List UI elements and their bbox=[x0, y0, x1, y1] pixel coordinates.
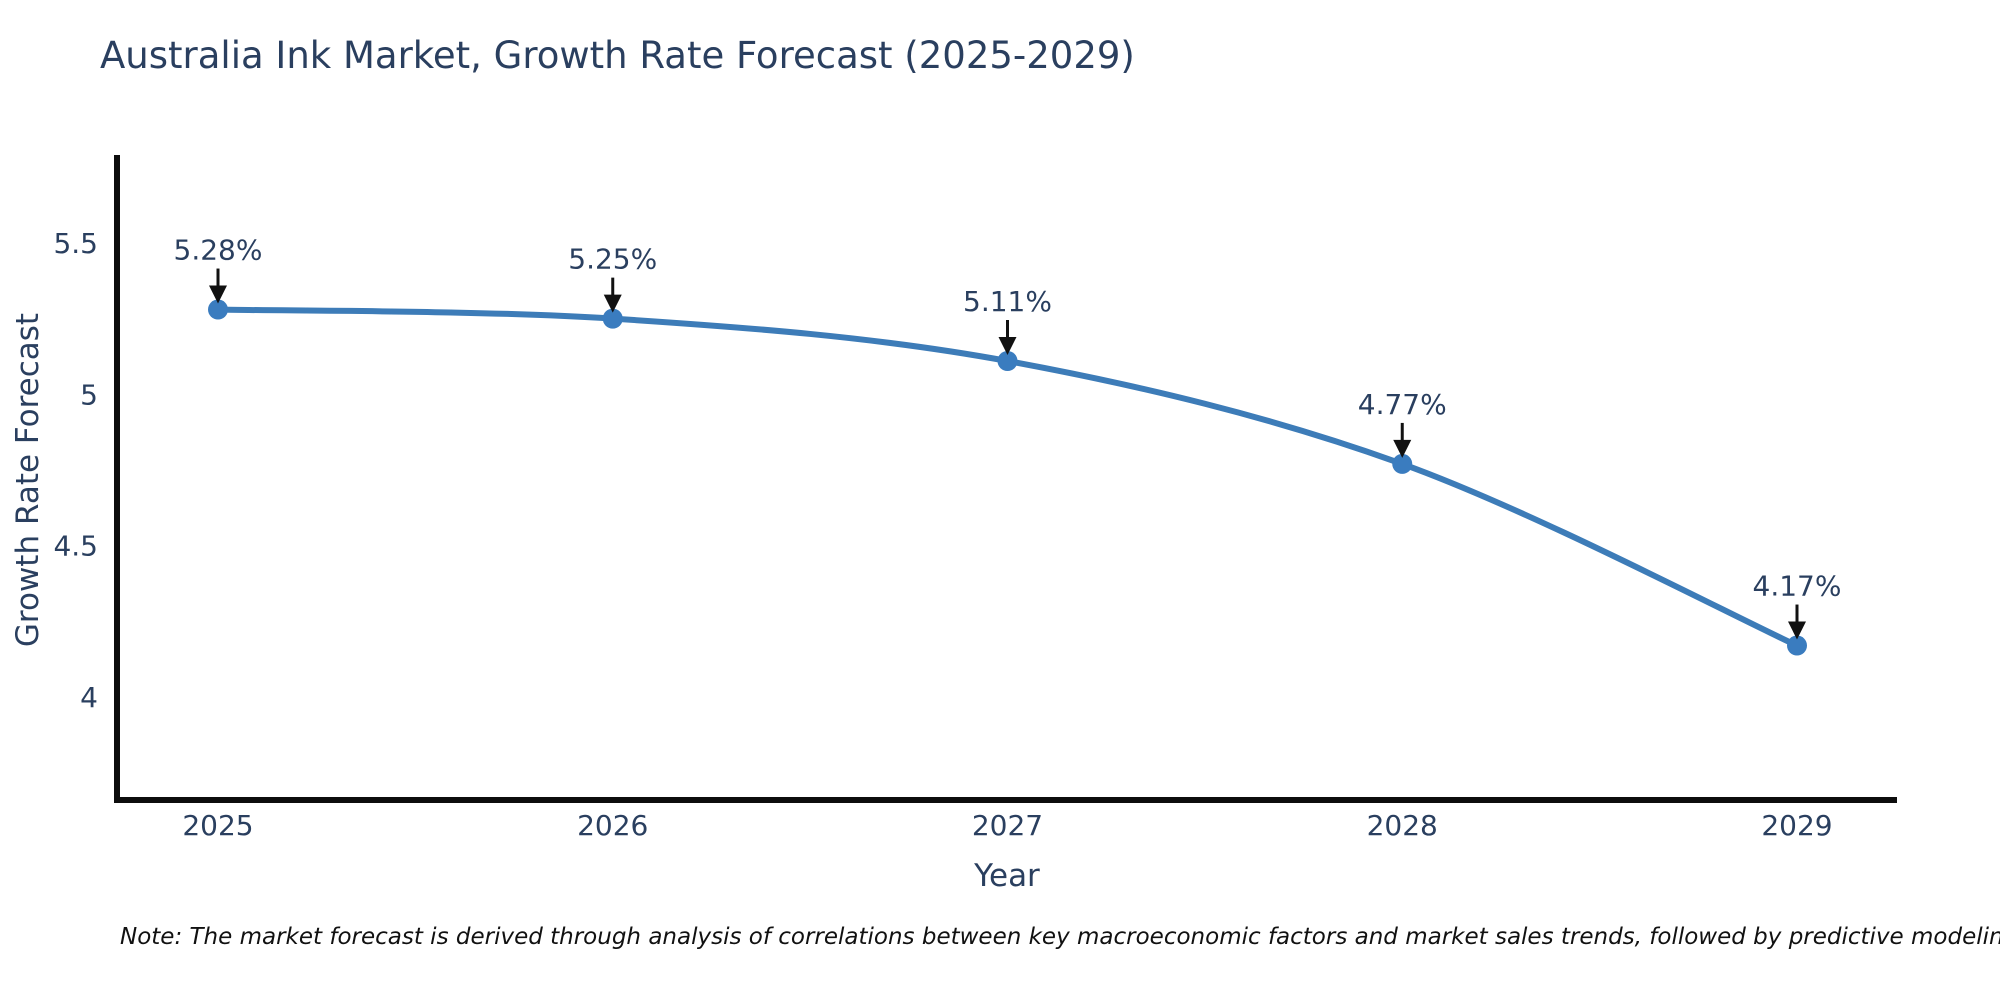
chart-title: Australia Ink Market, Growth Rate Foreca… bbox=[100, 34, 1135, 77]
y-axis-title: Growth Rate Forecast bbox=[10, 313, 46, 647]
x-tick-label: 2026 bbox=[577, 809, 648, 842]
annotation-arrowhead-icon bbox=[998, 337, 1017, 356]
y-tick-label: 5.5 bbox=[53, 227, 98, 260]
point-value-label: 4.17% bbox=[1753, 570, 1842, 603]
point-value-label: 4.77% bbox=[1358, 388, 1447, 421]
y-axis-tick-labels: 4 4.5 5 5.5 bbox=[53, 227, 98, 714]
data-point-marker bbox=[208, 299, 228, 320]
annotation-arrowhead-icon bbox=[603, 294, 622, 313]
x-axis-tick-labels: 2025 2026 2027 2028 2029 bbox=[182, 809, 1832, 842]
series-markers bbox=[208, 299, 1807, 656]
data-point-marker bbox=[602, 308, 623, 329]
point-value-label: 5.28% bbox=[174, 234, 263, 267]
y-tick-label: 4.5 bbox=[53, 530, 98, 563]
footnote: Note: The market forecast is derived thr… bbox=[120, 924, 2000, 950]
x-tick-label: 2028 bbox=[1367, 809, 1438, 842]
point-annotations: 5.28% 5.25% 5.11% 4.77% 4.17% bbox=[174, 234, 1842, 640]
data-point-marker bbox=[1392, 453, 1413, 474]
annotation-arrowhead-icon bbox=[1393, 439, 1412, 458]
y-tick-label: 4 bbox=[80, 681, 98, 714]
annotation-arrowhead-icon bbox=[1788, 621, 1806, 640]
point-value-label: 5.11% bbox=[963, 285, 1052, 318]
y-tick-label: 5 bbox=[80, 378, 98, 411]
data-point-marker bbox=[1787, 635, 1807, 656]
annotation-arrowhead-icon bbox=[209, 285, 227, 304]
x-tick-label: 2025 bbox=[182, 809, 253, 842]
data-point-marker bbox=[997, 351, 1018, 372]
x-tick-label: 2027 bbox=[972, 809, 1043, 842]
x-axis-title: Year bbox=[973, 858, 1040, 894]
x-tick-label: 2029 bbox=[1761, 809, 1832, 842]
point-value-label: 5.25% bbox=[568, 243, 657, 276]
